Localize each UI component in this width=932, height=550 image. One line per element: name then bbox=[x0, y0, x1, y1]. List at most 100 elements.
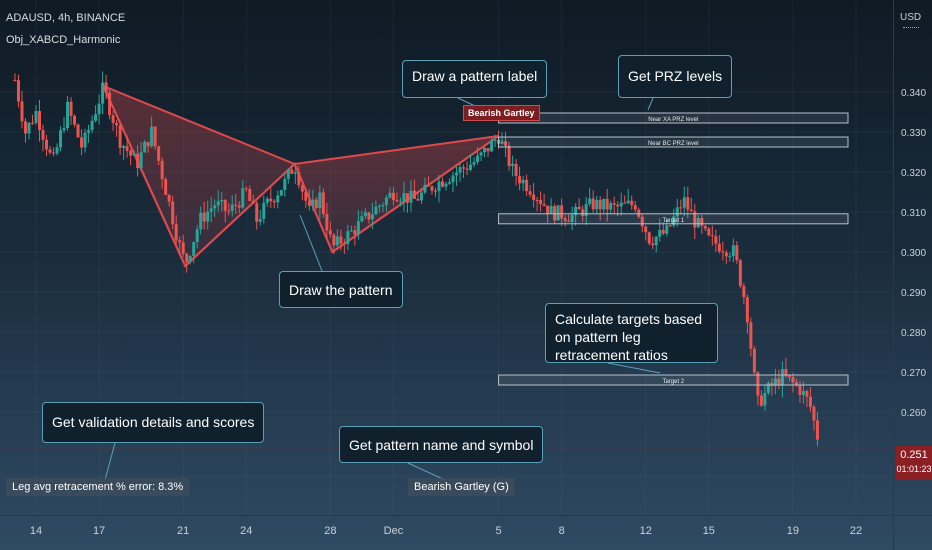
candle-body bbox=[374, 206, 378, 215]
candle-body bbox=[682, 197, 686, 208]
candle-body bbox=[185, 253, 189, 263]
candle-body bbox=[90, 120, 94, 131]
candle-body bbox=[265, 198, 269, 203]
candle-body bbox=[328, 230, 332, 235]
candle-body bbox=[689, 209, 693, 212]
candle-body bbox=[462, 167, 466, 169]
candle-body bbox=[150, 126, 154, 147]
candle-body bbox=[640, 216, 644, 227]
candle-body bbox=[465, 168, 469, 170]
candle-body bbox=[353, 230, 357, 235]
currency-label: USD bbox=[900, 12, 922, 23]
candle-body bbox=[234, 204, 238, 206]
candle-body bbox=[297, 172, 301, 186]
candle-body bbox=[472, 162, 476, 165]
y-tick-label: 0.270 bbox=[901, 368, 926, 379]
candle-body bbox=[188, 256, 192, 263]
candle-body bbox=[55, 147, 59, 154]
prz-levels: Near XA PRZ level Near BC PRZ level Target… bbox=[498, 112, 849, 386]
candle-body bbox=[724, 252, 728, 257]
candle-body bbox=[139, 152, 143, 169]
candle-body bbox=[766, 383, 770, 393]
candle-body bbox=[791, 376, 795, 383]
candle-body bbox=[710, 235, 714, 237]
candle-body bbox=[125, 145, 129, 151]
candle-body bbox=[679, 207, 683, 209]
candle-body bbox=[377, 205, 381, 207]
candle-body bbox=[763, 392, 767, 406]
candle-body bbox=[787, 375, 791, 377]
candle-body bbox=[518, 176, 522, 184]
candle-body bbox=[66, 101, 70, 129]
candle-body bbox=[157, 146, 161, 161]
candle-body bbox=[430, 186, 434, 191]
candle-body bbox=[570, 214, 574, 222]
candle-body bbox=[647, 232, 651, 244]
candle-body bbox=[276, 195, 280, 203]
candle-body bbox=[192, 241, 196, 257]
candle-body bbox=[546, 205, 550, 214]
symbol-legend[interactable]: ADAUSD, 4h, BINANCE bbox=[6, 12, 126, 24]
candle-body bbox=[661, 229, 665, 234]
candle-body bbox=[216, 201, 220, 206]
callout-get-przs: Get PRZ levels bbox=[618, 55, 733, 98]
pattern-symbol-label[interactable]: Bearish Gartley (G) bbox=[408, 478, 515, 496]
candle-body bbox=[304, 191, 308, 201]
candle-body bbox=[325, 214, 329, 231]
pattern-tag[interactable]: Bearish Gartley bbox=[463, 105, 540, 121]
candle-body bbox=[76, 124, 80, 138]
candle-body bbox=[202, 212, 206, 222]
candle-body bbox=[290, 169, 294, 174]
candle-body bbox=[440, 181, 444, 187]
candle-body bbox=[167, 194, 171, 202]
candle-body bbox=[458, 167, 462, 173]
candle-body bbox=[717, 243, 721, 252]
candle-body bbox=[220, 199, 224, 202]
candle-body bbox=[356, 221, 360, 235]
error-info-label[interactable]: Leg avg retracement % error: 8.3% bbox=[6, 478, 190, 496]
candle-body bbox=[532, 194, 536, 200]
candles bbox=[13, 71, 819, 447]
candle-body bbox=[45, 139, 49, 150]
candle-body bbox=[52, 152, 56, 154]
candle-body bbox=[398, 201, 402, 203]
candle-body bbox=[770, 383, 774, 386]
candle-body bbox=[808, 396, 812, 407]
level-box bbox=[498, 213, 849, 225]
candle-body bbox=[535, 199, 539, 201]
bar-countdown: 01:01:23 bbox=[896, 464, 932, 474]
candle-body bbox=[696, 217, 700, 228]
scale-settings-icon[interactable] bbox=[903, 27, 919, 34]
candle-body bbox=[707, 228, 711, 236]
candle-body bbox=[244, 188, 248, 190]
candle-body bbox=[731, 245, 735, 257]
candle-body bbox=[784, 369, 788, 376]
candle-body bbox=[321, 192, 325, 215]
candle-body bbox=[563, 218, 567, 221]
candle-body bbox=[644, 226, 648, 233]
candle-body bbox=[174, 224, 178, 241]
candle-body bbox=[504, 141, 508, 146]
candle-body bbox=[132, 153, 136, 156]
candle-body bbox=[455, 172, 459, 176]
x-tick-label: 17 bbox=[93, 525, 105, 537]
callout-pointer bbox=[647, 97, 654, 111]
candle-body bbox=[423, 184, 427, 193]
y-tick-label: 0.340 bbox=[901, 88, 926, 99]
candle-body bbox=[143, 141, 147, 153]
candle-body bbox=[553, 206, 557, 221]
candle-body bbox=[41, 130, 45, 140]
candle-body bbox=[405, 193, 409, 203]
candle-body bbox=[27, 122, 31, 134]
candle-body bbox=[514, 163, 518, 177]
candle-body bbox=[668, 225, 672, 227]
candle-body bbox=[633, 205, 637, 210]
indicator-legend[interactable]: Obj_XABCD_Harmonic bbox=[6, 34, 121, 46]
candle-body bbox=[780, 369, 784, 386]
candle-body bbox=[80, 137, 84, 148]
candle-body bbox=[658, 229, 662, 237]
candle-body bbox=[588, 198, 592, 204]
candle-body bbox=[598, 199, 602, 210]
candle-body bbox=[549, 206, 553, 214]
